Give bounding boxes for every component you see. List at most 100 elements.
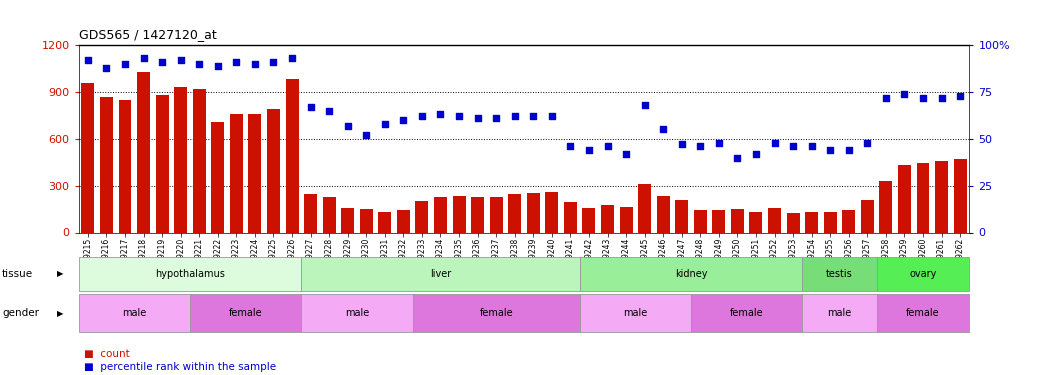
- Text: hypothalamus: hypothalamus: [155, 269, 225, 279]
- Bar: [860, 200, 874, 232]
- Bar: [267, 109, 280, 232]
- Point: [617, 151, 634, 157]
- Point: [487, 115, 504, 121]
- Bar: [879, 181, 893, 232]
- Bar: [174, 87, 188, 232]
- Bar: [118, 100, 131, 232]
- Bar: [82, 82, 94, 232]
- Text: ■  count: ■ count: [84, 350, 130, 359]
- Bar: [472, 197, 484, 232]
- Point: [357, 132, 374, 138]
- Text: female: female: [907, 308, 940, 318]
- Text: male: male: [827, 308, 852, 318]
- Point: [599, 143, 616, 149]
- Bar: [619, 207, 633, 232]
- Bar: [415, 201, 429, 232]
- Bar: [453, 196, 465, 232]
- Bar: [564, 202, 576, 232]
- Point: [859, 140, 876, 146]
- Bar: [898, 165, 911, 232]
- Bar: [657, 196, 670, 232]
- Bar: [749, 212, 763, 232]
- Point: [674, 141, 691, 147]
- Bar: [342, 207, 354, 232]
- Point: [284, 55, 301, 61]
- Point: [636, 102, 653, 108]
- Point: [395, 117, 412, 123]
- Bar: [489, 196, 503, 232]
- Bar: [397, 210, 410, 232]
- Point: [915, 94, 932, 100]
- Text: female: female: [228, 308, 262, 318]
- Point: [172, 57, 189, 63]
- Bar: [954, 159, 966, 232]
- Point: [210, 63, 226, 69]
- Bar: [508, 194, 521, 232]
- Text: kidney: kidney: [675, 269, 707, 279]
- Bar: [155, 95, 169, 232]
- Bar: [212, 122, 224, 232]
- Point: [952, 93, 968, 99]
- Point: [302, 104, 319, 110]
- Point: [711, 140, 727, 146]
- Point: [228, 59, 245, 65]
- Point: [803, 143, 820, 149]
- Bar: [137, 72, 150, 232]
- Point: [191, 61, 208, 67]
- Text: tissue: tissue: [2, 269, 34, 279]
- Point: [321, 108, 337, 114]
- Point: [544, 113, 561, 119]
- Bar: [434, 197, 447, 232]
- Bar: [193, 89, 205, 232]
- Point: [933, 94, 949, 100]
- Bar: [917, 163, 930, 232]
- Point: [525, 113, 542, 119]
- Bar: [285, 80, 299, 232]
- Point: [692, 143, 708, 149]
- Point: [562, 143, 578, 149]
- Point: [135, 55, 152, 61]
- Text: female: female: [479, 308, 512, 318]
- Bar: [713, 210, 725, 232]
- Bar: [675, 201, 689, 232]
- Text: ovary: ovary: [910, 269, 937, 279]
- Bar: [304, 194, 318, 232]
- Point: [581, 147, 597, 153]
- Text: ▶: ▶: [57, 269, 63, 278]
- Text: male: male: [345, 308, 369, 318]
- Point: [896, 91, 913, 97]
- Point: [840, 147, 857, 153]
- Point: [506, 113, 523, 119]
- Point: [451, 113, 467, 119]
- Bar: [359, 209, 373, 232]
- Point: [766, 140, 783, 146]
- Point: [432, 111, 449, 117]
- Point: [116, 61, 133, 67]
- Point: [729, 154, 746, 160]
- Point: [80, 57, 96, 63]
- Bar: [601, 205, 614, 232]
- Bar: [824, 212, 836, 232]
- Bar: [583, 207, 595, 232]
- Bar: [100, 97, 113, 232]
- Text: GDS565 / 1427120_at: GDS565 / 1427120_at: [79, 28, 216, 41]
- Text: male: male: [624, 308, 648, 318]
- Point: [822, 147, 838, 153]
- Point: [154, 59, 171, 65]
- Bar: [843, 210, 855, 232]
- Point: [655, 126, 672, 132]
- Point: [246, 61, 263, 67]
- Text: liver: liver: [430, 269, 451, 279]
- Bar: [545, 192, 559, 232]
- Text: ■  percentile rank within the sample: ■ percentile rank within the sample: [84, 363, 276, 372]
- Bar: [730, 209, 744, 232]
- Point: [747, 151, 764, 157]
- Bar: [248, 114, 261, 232]
- Bar: [787, 213, 800, 232]
- Bar: [527, 193, 540, 232]
- Point: [785, 143, 802, 149]
- Text: male: male: [123, 308, 147, 318]
- Text: ▶: ▶: [57, 309, 63, 318]
- Bar: [768, 208, 781, 232]
- Bar: [805, 212, 818, 232]
